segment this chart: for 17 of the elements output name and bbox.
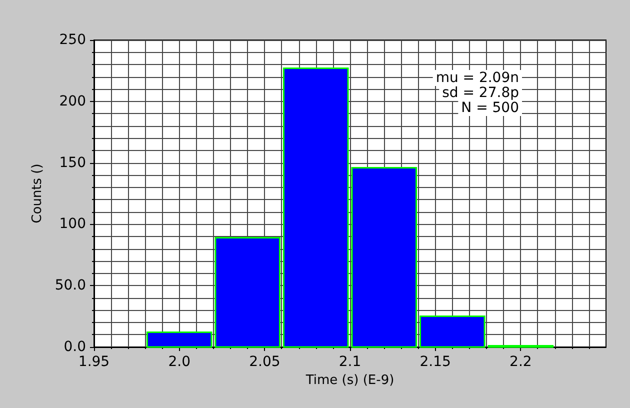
x-tick-label: 1.95 bbox=[78, 354, 110, 370]
x-tick-label: 2.2 bbox=[510, 354, 532, 370]
x-tick-label: 2.15 bbox=[420, 354, 451, 370]
x-tick-label: 2.05 bbox=[249, 354, 280, 370]
y-tick-label: 200 bbox=[59, 93, 86, 110]
annotation: N = 500 bbox=[461, 100, 519, 116]
x-tick-label: 2.1 bbox=[338, 354, 362, 370]
x-axis-title: Time (s) (E-9) bbox=[304, 372, 394, 388]
y-tick-label: 250 bbox=[59, 32, 86, 48]
y-tick-label: 0.0 bbox=[64, 339, 86, 355]
annotation: sd = 27.8p bbox=[442, 85, 520, 101]
annotation: mu = 2.09n bbox=[436, 70, 519, 86]
y-tick-label: 50.0 bbox=[54, 278, 86, 294]
y-axis-title: Counts () bbox=[30, 164, 45, 224]
y-tick-label: 100 bbox=[59, 216, 86, 232]
y-tick-label: 150 bbox=[59, 154, 86, 171]
x-tick-label: 2.0 bbox=[168, 354, 190, 370]
